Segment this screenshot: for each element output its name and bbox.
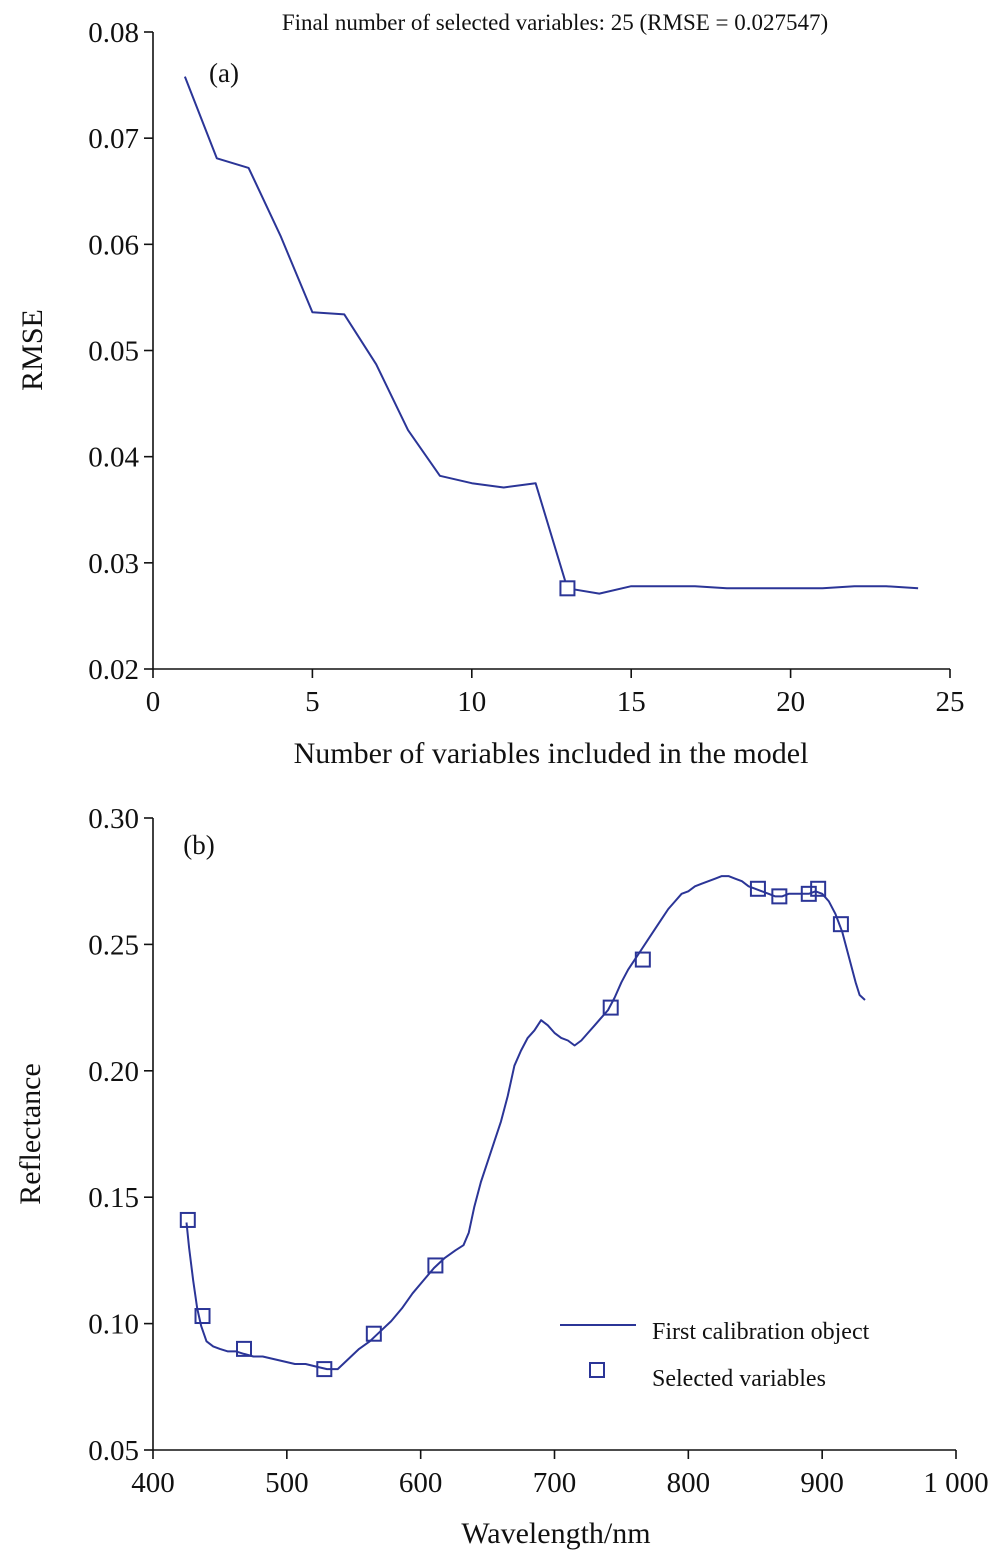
legend-label-first-calibration-object: First calibration object bbox=[652, 1319, 870, 1345]
selected-variable-marker bbox=[810, 880, 827, 897]
panel-a-chart: Final number of selected variables: 25 (… bbox=[16, 10, 965, 770]
selected-variable-marker bbox=[800, 885, 817, 902]
panel-b-y-axis-label: Reflectance bbox=[14, 1063, 47, 1205]
panel-a-x-tick-label: 0 bbox=[146, 686, 161, 718]
selected-variable-marker bbox=[365, 1325, 382, 1342]
panel-a-x-tick-label: 5 bbox=[305, 686, 320, 718]
panel-b-x-axis-label: Wavelength/nm bbox=[461, 1517, 650, 1550]
panel-a-x-ticks: 0 5 10 15 20 25 bbox=[146, 669, 965, 718]
panel-b-x-tick-label: 400 bbox=[131, 1467, 175, 1499]
selected-variable-marker bbox=[179, 1211, 196, 1228]
panel-a-y-tick-label: 0.02 bbox=[88, 654, 139, 686]
panel-b-x-ticks: 400 500 600 700 800 900 1 000 bbox=[131, 1450, 989, 1499]
selected-variable-marker bbox=[602, 999, 619, 1016]
panel-a-y-tick-label: 0.03 bbox=[88, 548, 139, 580]
panel-b-y-tick-label: 0.20 bbox=[88, 1056, 139, 1088]
legend: First calibration object Selected variab… bbox=[560, 1319, 870, 1392]
selected-variable-marker bbox=[316, 1361, 333, 1378]
panel-a-y-tick-label: 0.08 bbox=[88, 17, 139, 49]
legend-label-selected-variables: Selected variables bbox=[652, 1366, 826, 1392]
panel-a-x-axis-label: Number of variables included in the mode… bbox=[294, 737, 809, 770]
panel-b-chart: (b) 0.05 0.10 0.15 0.20 0.25 0.30 400 500 600 70… bbox=[14, 803, 989, 1550]
panel-a-title: Final number of selected variables: 25 (… bbox=[282, 10, 828, 35]
panel-a-x-tick-label: 20 bbox=[776, 686, 805, 718]
panel-b-y-tick-label: 0.30 bbox=[88, 803, 139, 835]
panel-a-series bbox=[183, 76, 919, 597]
panel-b-label: (b) bbox=[183, 830, 214, 860]
panel-b-x-tick-label: 1 000 bbox=[923, 1467, 988, 1499]
panel-a-series-line bbox=[183, 76, 919, 595]
panel-b-x-tick-label: 900 bbox=[800, 1467, 844, 1499]
panel-b-y-tick-label: 0.25 bbox=[88, 929, 139, 961]
panel-a-y-tick-label: 0.07 bbox=[88, 123, 139, 155]
panel-b-x-tick-label: 500 bbox=[265, 1467, 309, 1499]
panel-b-y-tick-label: 0.15 bbox=[88, 1182, 139, 1214]
panel-b-series-line bbox=[185, 875, 866, 1371]
selected-variable-marker bbox=[194, 1308, 211, 1325]
panel-b-x-tick-label: 800 bbox=[667, 1467, 711, 1499]
panel-a-y-ticks: 0.02 0.03 0.04 0.05 0.06 0.07 0.08 bbox=[88, 17, 153, 686]
panel-b-y-ticks: 0.05 0.10 0.15 0.20 0.25 0.30 bbox=[88, 803, 153, 1467]
panel-a-x-tick-label: 15 bbox=[617, 686, 646, 718]
selected-variable-marker bbox=[832, 916, 849, 933]
panel-a-x-tick-label: 10 bbox=[457, 686, 486, 718]
panel-b-series bbox=[179, 875, 866, 1378]
panel-a-y-axis-label: RMSE bbox=[16, 309, 49, 391]
panel-b-x-tick-label: 600 bbox=[399, 1467, 443, 1499]
selected-variable-marker bbox=[634, 951, 651, 968]
panel-b-x-tick-label: 700 bbox=[533, 1467, 577, 1499]
panel-a-x-tick-label: 25 bbox=[936, 686, 965, 718]
selected-variable-marker bbox=[427, 1257, 444, 1274]
panel-a-y-tick-label: 0.04 bbox=[88, 442, 139, 474]
selected-variable-marker bbox=[771, 888, 788, 905]
panel-a-y-tick-label: 0.06 bbox=[88, 229, 139, 261]
legend-square-marker-swatch bbox=[589, 1362, 605, 1378]
selected-variable-marker bbox=[236, 1340, 253, 1357]
panel-b-y-tick-label: 0.05 bbox=[88, 1435, 139, 1467]
panel-a-y-tick-label: 0.05 bbox=[88, 336, 139, 368]
panel-b-y-tick-label: 0.10 bbox=[88, 1309, 139, 1341]
selected-variable-marker bbox=[749, 880, 766, 897]
panel-a-optimum-marker bbox=[559, 580, 576, 597]
panel-a-label: (a) bbox=[209, 58, 239, 88]
